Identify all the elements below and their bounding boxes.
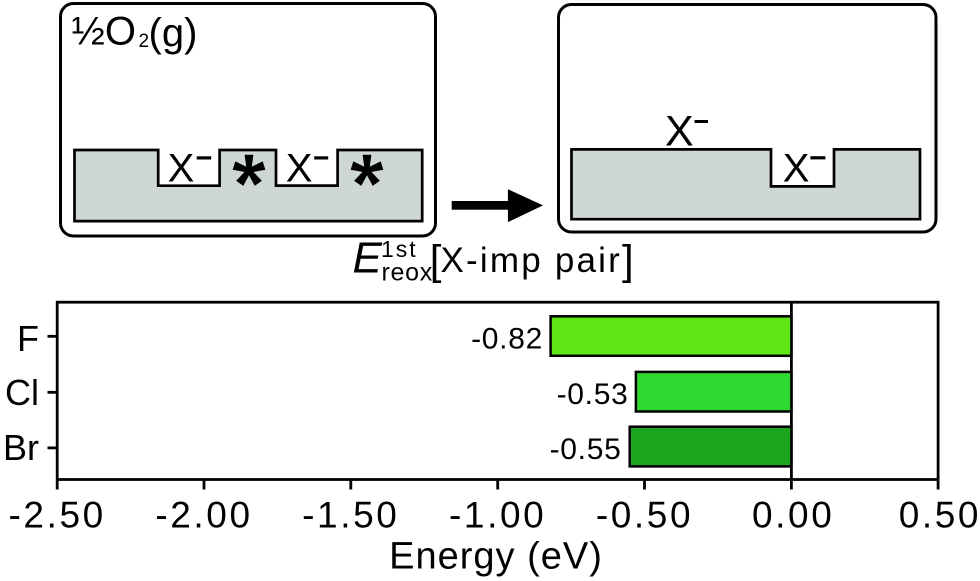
svg-text:-0.50: -0.50 xyxy=(596,495,693,536)
svg-text:-1.50: -1.50 xyxy=(302,495,399,536)
svg-text:X: X xyxy=(168,147,195,191)
svg-text:Br: Br xyxy=(3,427,39,468)
svg-text:1st: 1st xyxy=(381,236,418,262)
svg-text:0.00: 0.00 xyxy=(752,495,834,536)
svg-text:Cl: Cl xyxy=(5,372,39,413)
svg-text:½O: ½O xyxy=(72,9,136,53)
svg-text:X: X xyxy=(783,147,810,191)
svg-text:Energy (eV): Energy (eV) xyxy=(389,536,603,578)
svg-text:X: X xyxy=(665,107,694,155)
svg-text:-1.00: -1.00 xyxy=(449,495,546,536)
svg-text:reox: reox xyxy=(382,259,433,287)
svg-text:-0.55: -0.55 xyxy=(550,433,622,466)
svg-text:F: F xyxy=(17,318,39,359)
svg-text:-0.82: -0.82 xyxy=(471,322,543,355)
svg-text:2: 2 xyxy=(139,31,150,52)
svg-text:X: X xyxy=(286,147,313,191)
svg-text:[: [ xyxy=(430,236,442,283)
svg-text:0.50: 0.50 xyxy=(899,495,980,536)
svg-text:(g): (g) xyxy=(149,11,198,55)
svg-text:-2.00: -2.00 xyxy=(155,495,252,536)
svg-text:E: E xyxy=(353,234,383,283)
svg-text:-0.53: -0.53 xyxy=(557,378,629,411)
svg-text:X-imp pair: X-imp pair xyxy=(441,241,622,280)
svg-text:]: ] xyxy=(622,236,634,283)
svg-text:-2.50: -2.50 xyxy=(9,495,106,536)
